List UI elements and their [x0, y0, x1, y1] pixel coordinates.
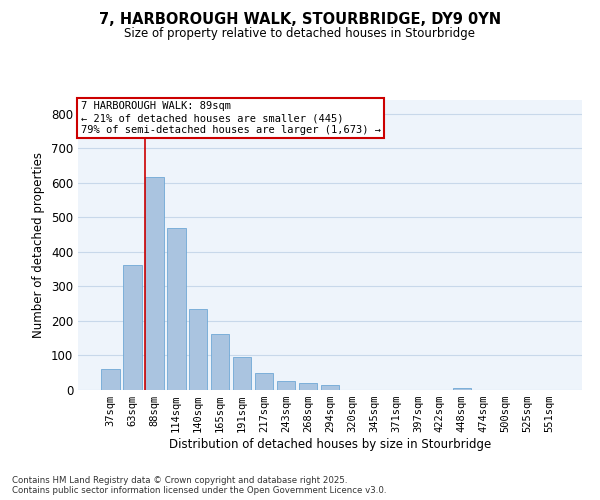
Bar: [233, 356, 251, 390]
Bar: [101, 370, 119, 390]
Text: 7 HARBOROUGH WALK: 89sqm
← 21% of detached houses are smaller (445)
79% of semi-: 7 HARBOROUGH WALK: 89sqm ← 21% of detach…: [80, 102, 380, 134]
Bar: [211, 334, 229, 390]
Bar: [320, 385, 340, 390]
Text: 7, HARBOROUGH WALK, STOURBRIDGE, DY9 0YN: 7, HARBOROUGH WALK, STOURBRIDGE, DY9 0YN: [99, 12, 501, 28]
Bar: [145, 177, 164, 390]
Y-axis label: Number of detached properties: Number of detached properties: [32, 152, 46, 338]
Bar: [255, 372, 274, 390]
Text: Size of property relative to detached houses in Stourbridge: Size of property relative to detached ho…: [125, 28, 476, 40]
X-axis label: Distribution of detached houses by size in Stourbridge: Distribution of detached houses by size …: [169, 438, 491, 451]
Bar: [299, 383, 317, 390]
Bar: [452, 388, 471, 390]
Bar: [167, 228, 185, 390]
Bar: [123, 264, 142, 390]
Text: Contains HM Land Registry data © Crown copyright and database right 2025.
Contai: Contains HM Land Registry data © Crown c…: [12, 476, 386, 495]
Bar: [189, 309, 208, 390]
Bar: [277, 382, 295, 390]
